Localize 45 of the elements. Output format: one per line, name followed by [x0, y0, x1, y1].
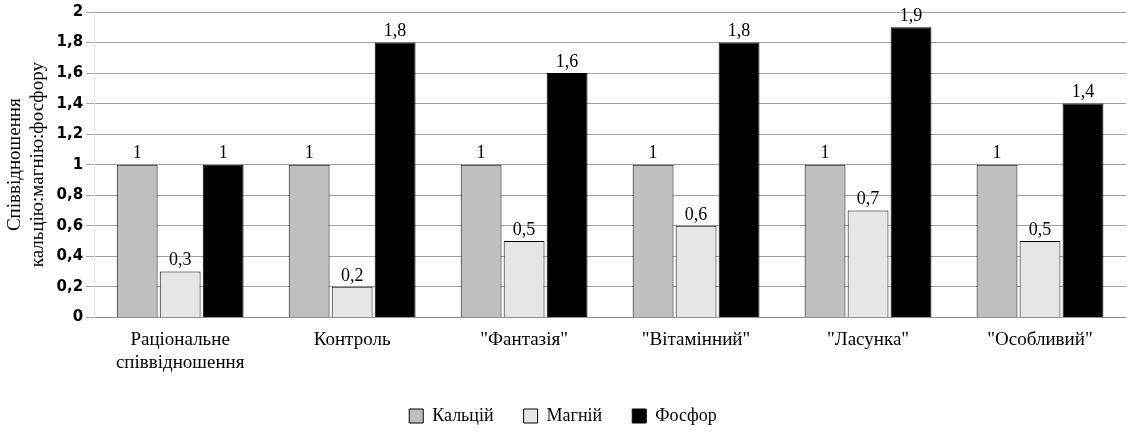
x-tick-label: "Ласунка" [827, 327, 910, 349]
y-tick-label: 2 [72, 1, 84, 20]
data-label: 0,5 [512, 218, 536, 239]
x-tick-label: Контроль [313, 327, 391, 349]
legend-label: Фосфор [655, 404, 717, 425]
x-tick-label: Раціональне співвідношення [115, 327, 245, 372]
y-axis-title: Співвідношення кальцію:магнію:фосфору [3, 61, 48, 268]
data-label: 1 [304, 142, 314, 163]
x-tick-label: "Фантазія" [480, 327, 568, 349]
data-label: 1,6 [555, 50, 579, 71]
x-tick-label: "Вітамінний" [641, 327, 751, 349]
bar [546, 73, 588, 317]
y-tick-label: 1,4 [56, 93, 84, 112]
data-label: 0,6 [684, 203, 708, 224]
data-label: 1 [992, 142, 1002, 163]
data-label: 0,3 [168, 249, 192, 270]
y-tick-label: 0 [72, 307, 84, 326]
data-label: 1,8 [727, 20, 751, 41]
data-label: 1 [218, 142, 228, 163]
bar [374, 42, 416, 317]
y-tick-label: 0,6 [56, 215, 84, 234]
y-tick-label: 1,2 [56, 124, 84, 143]
data-label: 0,5 [1028, 218, 1052, 239]
legend-label: Кальцій [432, 404, 494, 425]
data-label: 1,4 [1071, 81, 1095, 102]
y-tick-label: 1 [72, 154, 84, 173]
y-tick-label: 0,4 [56, 246, 84, 265]
y-tick-label: 1,8 [56, 32, 84, 51]
y-tick-label: 0,2 [56, 276, 84, 295]
data-label: 1 [648, 142, 658, 163]
data-label: 0,7 [856, 188, 880, 209]
data-label: 0,2 [340, 264, 364, 285]
legend-label: Магній [546, 404, 603, 425]
x-tick-label: "Особливий" [987, 327, 1093, 349]
bar [1062, 103, 1104, 317]
y-tick-label: 1,6 [56, 62, 84, 81]
y-tick-label: 0,8 [56, 185, 84, 204]
bar [718, 42, 760, 317]
data-label: 1 [820, 142, 830, 163]
bar [202, 164, 244, 317]
data-label: 1,8 [383, 20, 407, 41]
bar [890, 27, 932, 317]
data-label: 1 [132, 142, 142, 163]
data-label: 1 [476, 142, 486, 163]
data-label: 1,9 [899, 5, 923, 25]
